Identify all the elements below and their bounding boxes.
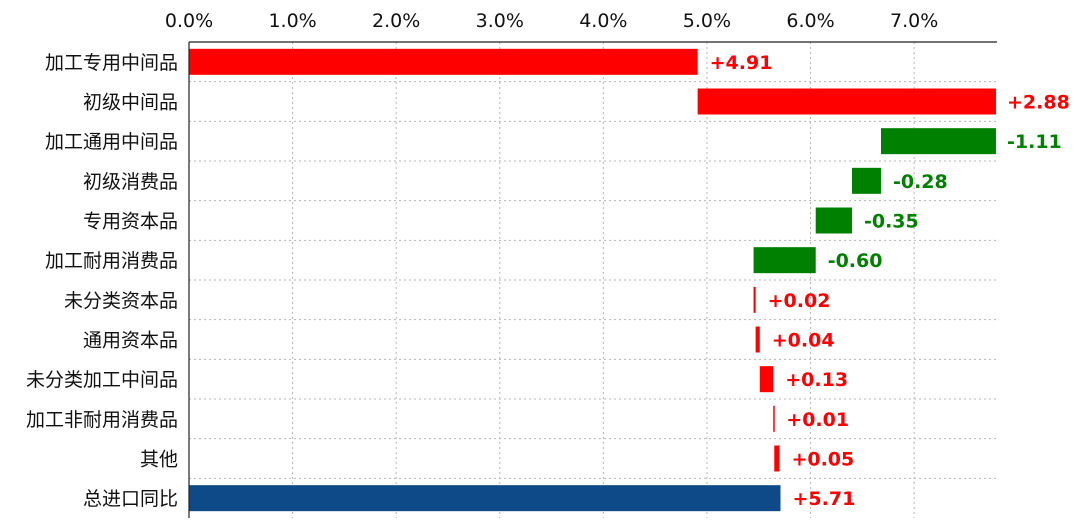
value-label: -0.35 [864,211,919,233]
x-tick-label: 3.0% [476,10,524,32]
category-label: 通用资本品 [83,330,178,352]
bar [759,366,774,393]
value-label: +0.01 [786,409,849,431]
x-tick-label: 4.0% [579,10,627,32]
category-label: 总进口同比 [83,488,178,510]
value-label: +0.13 [785,369,848,391]
category-labels: 加工专用中间品初级中间品加工通用中间品初级消费品专用资本品加工耐用消费品未分类资… [26,52,178,510]
value-label: -0.60 [828,250,883,272]
bar [773,405,775,432]
x-tick-label: 6.0% [786,10,834,32]
bar [753,286,756,313]
category-label: 加工专用中间品 [45,52,178,74]
category-label: 其他 [140,449,178,471]
bar [189,485,781,512]
value-label: +4.91 [710,52,773,74]
category-label: 加工非耐用消费品 [26,409,178,431]
category-label: 初级中间品 [83,92,178,114]
bar [189,48,698,75]
bar [880,128,996,155]
category-label: 未分类加工中间品 [26,369,178,391]
category-label: 加工耐用消费品 [45,250,178,272]
value-label: -1.11 [1007,131,1062,153]
x-tick-label: 1.0% [268,10,316,32]
bar [851,167,881,194]
x-tick-label: 5.0% [683,10,731,32]
grid-lines [189,42,997,518]
value-label: +2.88 [1007,92,1070,114]
axes [188,41,997,518]
category-label: 初级消费品 [83,171,178,193]
value-labels: +4.91 +2.88 -1.11 -0.28 -0.35 -0.60 +0.02 +0.04… [710,52,1070,510]
bar [815,207,852,234]
category-label: 未分类资本品 [64,290,178,312]
value-label: +0.05 [791,449,854,471]
bar [753,247,816,274]
bars [189,48,996,512]
category-label: 加工通用中间品 [45,131,178,153]
x-tick-label: 7.0% [890,10,938,32]
value-label: -0.28 [893,171,948,193]
value-label: +5.71 [792,488,855,510]
category-label: 专用资本品 [83,211,178,233]
x-axis-ticks: 0.0% 1.0% 2.0% 3.0% 4.0% 5.0% 6.0% 7.0% [165,10,938,32]
x-tick-label: 2.0% [372,10,420,32]
value-label: +0.04 [772,330,835,352]
bar [755,326,760,353]
bar [774,445,780,472]
bar [697,88,996,115]
value-label: +0.02 [768,290,831,312]
x-tick-label: 0.0% [165,10,213,32]
